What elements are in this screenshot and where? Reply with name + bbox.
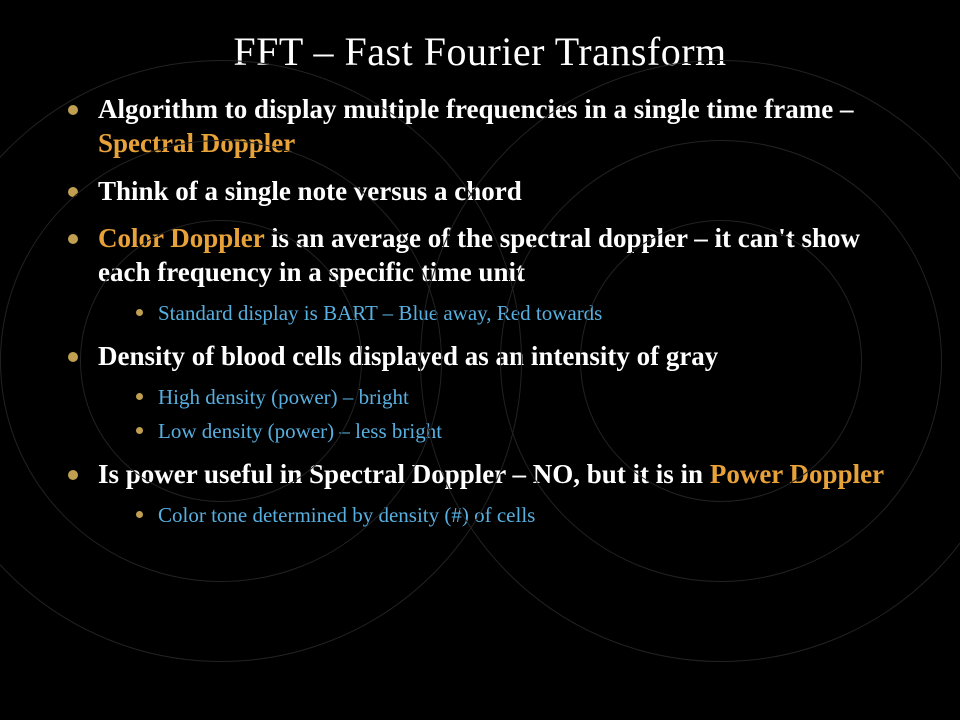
slide: FFT – Fast Fourier Transform Algorithm t… [0, 0, 960, 720]
text-segment: Think of a single note versus a chord [98, 176, 522, 206]
sub-bullet-list: Color tone determined by density (#) of … [98, 502, 910, 528]
bullet-list: Algorithm to display multiple frequencie… [50, 93, 910, 528]
bullet-item: Algorithm to display multiple frequencie… [68, 93, 910, 161]
bullet-item: Is power useful in Spectral Doppler – NO… [68, 458, 910, 528]
text-segment: Power Doppler [710, 459, 884, 489]
bullet-item: Color Doppler is an average of the spect… [68, 222, 910, 326]
sub-bullet-item: Standard display is BART – Blue away, Re… [136, 300, 910, 326]
text-segment: Density of blood cells displayed as an i… [98, 341, 718, 371]
text-segment: Spectral Doppler [98, 128, 295, 158]
text-segment: Color tone determined by density (#) of … [158, 503, 535, 527]
sub-bullet-item: Color tone determined by density (#) of … [136, 502, 910, 528]
text-segment: Is power useful in Spectral Doppler – NO… [98, 459, 710, 489]
text-segment: High density (power) – bright [158, 385, 409, 409]
text-segment: Algorithm to display multiple frequencie… [98, 94, 853, 124]
text-segment: Low density (power) – less bright [158, 419, 442, 443]
sub-bullet-list: High density (power) – bright Low density… [98, 384, 910, 445]
bullet-item: Density of blood cells displayed as an i… [68, 340, 910, 444]
sub-bullet-item: Low density (power) – less bright [136, 418, 910, 444]
sub-bullet-list: Standard display is BART – Blue away, Re… [98, 300, 910, 326]
text-segment: Standard display is BART – Blue away, Re… [158, 301, 602, 325]
bullet-item: Think of a single note versus a chord [68, 175, 910, 209]
sub-bullet-item: High density (power) – bright [136, 384, 910, 410]
slide-title: FFT – Fast Fourier Transform [50, 28, 910, 75]
text-segment: Color Doppler [98, 223, 264, 253]
